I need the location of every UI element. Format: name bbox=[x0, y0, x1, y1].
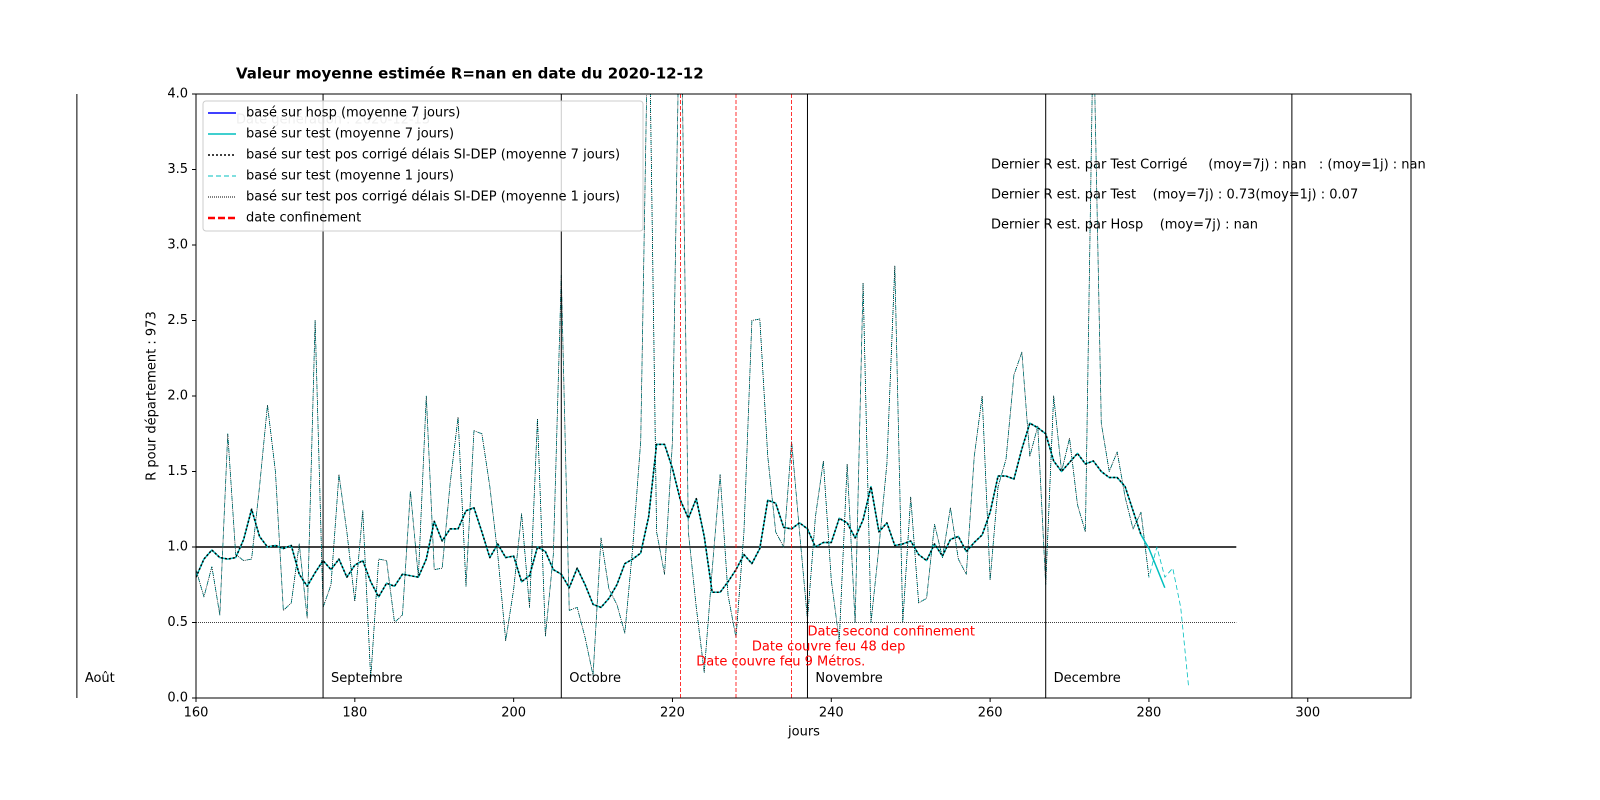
y-axis-label: R pour département : 973 bbox=[145, 311, 160, 480]
y-tick-label: 2.0 bbox=[167, 389, 188, 404]
y-tick-label: 3.5 bbox=[167, 162, 188, 177]
y-tick-label: 4.0 bbox=[167, 87, 188, 102]
legend-label: basé sur hosp (moyenne 7 jours) bbox=[246, 106, 460, 121]
legend-label: date confinement bbox=[246, 211, 361, 226]
x-tick-label: 220 bbox=[660, 706, 685, 721]
x-tick-label: 260 bbox=[978, 706, 1003, 721]
month-label: Septembre bbox=[331, 671, 403, 686]
legend-box bbox=[202, 100, 644, 232]
legend: basé sur hosp (moyenne 7 jours) basé sur … bbox=[202, 100, 644, 232]
month-label: Octobre bbox=[569, 671, 621, 686]
y-tick-label: 1.5 bbox=[167, 464, 188, 479]
legend-label: basé sur test pos corrigé délais SI-DEP … bbox=[246, 148, 620, 163]
x-tick-label: 160 bbox=[184, 706, 209, 721]
month-label: Août bbox=[85, 671, 115, 686]
x-tick-label: 280 bbox=[1137, 706, 1162, 721]
y-tick-label: 2.5 bbox=[167, 313, 188, 328]
x-tick-label: 200 bbox=[501, 706, 526, 721]
y-tick-label: 0.5 bbox=[167, 615, 188, 630]
restriction-label: Date couvre feu 9 Métros. bbox=[696, 655, 865, 670]
series-line bbox=[196, 94, 1150, 679]
chart-title: Valeur moyenne estimée R=nan en date du … bbox=[236, 65, 704, 83]
plot-area bbox=[196, 94, 1237, 688]
restriction-label: Date couvre feu 48 dep bbox=[752, 640, 906, 655]
y-tick-label: 0.0 bbox=[167, 691, 188, 706]
series-line bbox=[196, 422, 1142, 609]
x-tick-label: 240 bbox=[819, 706, 844, 721]
month-label: Decembre bbox=[1054, 671, 1121, 686]
x-axis-label: jours bbox=[787, 725, 820, 740]
x-tick-label: 300 bbox=[1295, 706, 1320, 721]
x-tick-label: 180 bbox=[342, 706, 367, 721]
legend-label: basé sur test (moyenne 1 jours) bbox=[246, 169, 454, 184]
stat-text: Dernier R est. par Test (moy=7j) : 0.73(… bbox=[991, 188, 1358, 203]
legend-label: basé sur test pos corrigé délais SI-DEP … bbox=[246, 190, 620, 205]
series-line bbox=[196, 94, 1190, 688]
restriction-label: Date second confinement bbox=[807, 625, 974, 640]
month-label: Novembre bbox=[815, 671, 882, 686]
y-tick-label: 1.0 bbox=[167, 540, 188, 555]
stat-text: Dernier R est. par Hosp (moy=7j) : nan bbox=[991, 218, 1258, 233]
y-tick-label: 3.0 bbox=[167, 238, 188, 253]
stat-text: Dernier R est. par Test Corrigé (moy=7j)… bbox=[991, 158, 1426, 173]
legend-label: basé sur test (moyenne 7 jours) bbox=[246, 127, 454, 142]
